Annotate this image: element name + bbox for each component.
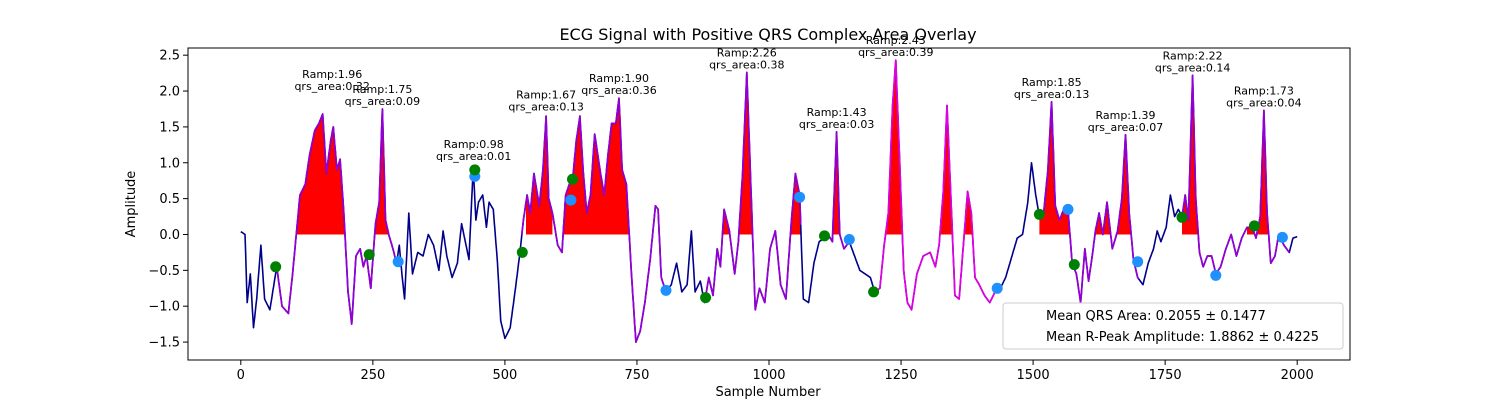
- qrs-area-label: qrs_area:0.32: [294, 80, 369, 93]
- peak-amplitude-label: Ramp:2.26: [717, 46, 777, 59]
- onset-marker: [469, 164, 481, 176]
- peak-amplitude-label: Ramp:1.43: [807, 106, 867, 119]
- offset-marker: [392, 256, 404, 268]
- offset-marker: [565, 194, 577, 206]
- offset-marker: [991, 282, 1003, 294]
- qrs-segment-layer: [275, 59, 1290, 343]
- onset-marker: [700, 292, 712, 304]
- peak-amplitude-label: Ramp:1.96: [302, 68, 362, 81]
- annotation-layer: Ramp:1.96qrs_area:0.32Ramp:1.75qrs_area:…: [294, 34, 1301, 163]
- legend-entry-r-peak: Mean R-Peak Amplitude: 1.8862 ± 0.4225: [1046, 330, 1319, 345]
- x-tick-label: 250: [360, 368, 385, 383]
- qrs-segment-line: [872, 59, 1001, 311]
- y-tick-label: 1.5: [159, 120, 180, 135]
- qrs-area-label: qrs_area:0.14: [1155, 61, 1230, 74]
- y-tick-label: −1.0: [148, 300, 180, 315]
- legend-box: [1002, 302, 1344, 350]
- legend: Mean QRS Area: 0.2055 ± 0.1477 Mean R-Pe…: [1002, 302, 1344, 350]
- qrs-area-label: qrs_area:0.13: [1014, 88, 1089, 101]
- qrs-area-label: qrs_area:0.38: [709, 58, 784, 71]
- legend-entry-qrs-area: Mean QRS Area: 0.2055 ± 0.1477: [1046, 309, 1266, 324]
- marker-layer: [270, 164, 1288, 304]
- peak-amplitude-label: Ramp:1.90: [589, 72, 649, 85]
- x-tick-label: 0: [237, 368, 245, 383]
- offset-marker: [1062, 203, 1074, 215]
- qrs-area-label: qrs_area:0.13: [508, 101, 583, 114]
- x-tick-label: 1500: [1017, 368, 1050, 383]
- qrs-segment-line: [1038, 100, 1140, 304]
- y-tick-label: 2.5: [159, 49, 180, 64]
- qrs-area-label: qrs_area:0.01: [436, 150, 511, 163]
- peak-amplitude-label: Ramp:0.98: [444, 138, 504, 151]
- x-tick-label: 1000: [752, 368, 785, 383]
- onset-marker: [1248, 220, 1260, 232]
- peak-amplitude-label: Ramp:1.39: [1095, 109, 1155, 122]
- qrs-segment-line: [275, 108, 398, 325]
- x-axis-label: Sample Number: [715, 385, 821, 400]
- peak-amplitude-label: Ramp:1.73: [1234, 84, 1294, 97]
- onset-marker: [1068, 259, 1080, 271]
- onset-marker: [270, 261, 282, 273]
- x-tick-label: 2000: [1281, 368, 1314, 383]
- qrs-area-label: qrs_area:0.09: [345, 95, 420, 108]
- positive-area-fill: [1039, 101, 1069, 235]
- qrs-segment-line: [703, 71, 802, 311]
- x-tick-label: 1750: [1149, 368, 1182, 383]
- qrs-area-label: qrs_area:0.36: [581, 84, 656, 97]
- x-tick-label: 750: [625, 368, 650, 383]
- onset-marker: [868, 286, 880, 298]
- qrs-area-label: qrs_area:0.03: [799, 118, 874, 131]
- x-axis: 0 250 500 750 1000 1250 1500 1750 2000: [237, 360, 1314, 383]
- onset-marker: [567, 173, 578, 185]
- positive-area-fill: [718, 72, 802, 235]
- onset-marker: [516, 246, 528, 258]
- peak-amplitude-label: Ramp:1.75: [352, 83, 412, 96]
- positive-area-fill: [557, 98, 653, 235]
- offset-marker: [660, 284, 672, 296]
- y-tick-label: −0.5: [148, 264, 180, 279]
- peak-amplitude-label: Ramp:2.43: [866, 34, 926, 47]
- x-tick-label: 1250: [884, 368, 917, 383]
- qrs-area-label: qrs_area:0.39: [858, 46, 933, 59]
- onset-marker: [1176, 211, 1188, 223]
- peak-amplitude-label: Ramp:1.85: [1022, 76, 1082, 89]
- y-tick-label: −1.5: [148, 336, 180, 351]
- positive-area-fill: [291, 114, 352, 235]
- peak-amplitude-label: Ramp:1.67: [516, 89, 576, 102]
- chart-title: ECG Signal with Positive QRS Complex Are…: [559, 25, 976, 44]
- y-tick-label: 1.0: [159, 156, 180, 171]
- offset-marker: [843, 234, 855, 245]
- y-axis: −1.5 −1.0 −0.5 0.0 0.5 1.0 1.5 2.0 2.5: [148, 49, 188, 351]
- y-tick-label: 0.0: [159, 228, 180, 243]
- qrs-segment-line: [1181, 74, 1290, 275]
- qrs-area-label: qrs_area:0.07: [1088, 121, 1163, 134]
- qrs-segment-line: [520, 97, 667, 343]
- onset-marker: [819, 230, 830, 242]
- y-axis-label: Amplitude: [124, 171, 139, 238]
- y-tick-label: 2.0: [159, 85, 180, 100]
- offset-marker: [1132, 256, 1144, 268]
- positive-area-fill: [1092, 134, 1134, 235]
- offset-marker: [794, 191, 806, 203]
- x-tick-label: 500: [492, 368, 517, 383]
- positive-area-fill: [526, 116, 553, 235]
- qrs-area-label: qrs_area:0.04: [1226, 96, 1301, 109]
- onset-marker: [1033, 208, 1045, 220]
- y-tick-label: 0.5: [159, 192, 180, 207]
- offset-marker: [1276, 231, 1288, 243]
- onset-marker: [363, 249, 375, 261]
- offset-marker: [1210, 269, 1222, 281]
- peak-amplitude-label: Ramp:2.22: [1163, 49, 1223, 62]
